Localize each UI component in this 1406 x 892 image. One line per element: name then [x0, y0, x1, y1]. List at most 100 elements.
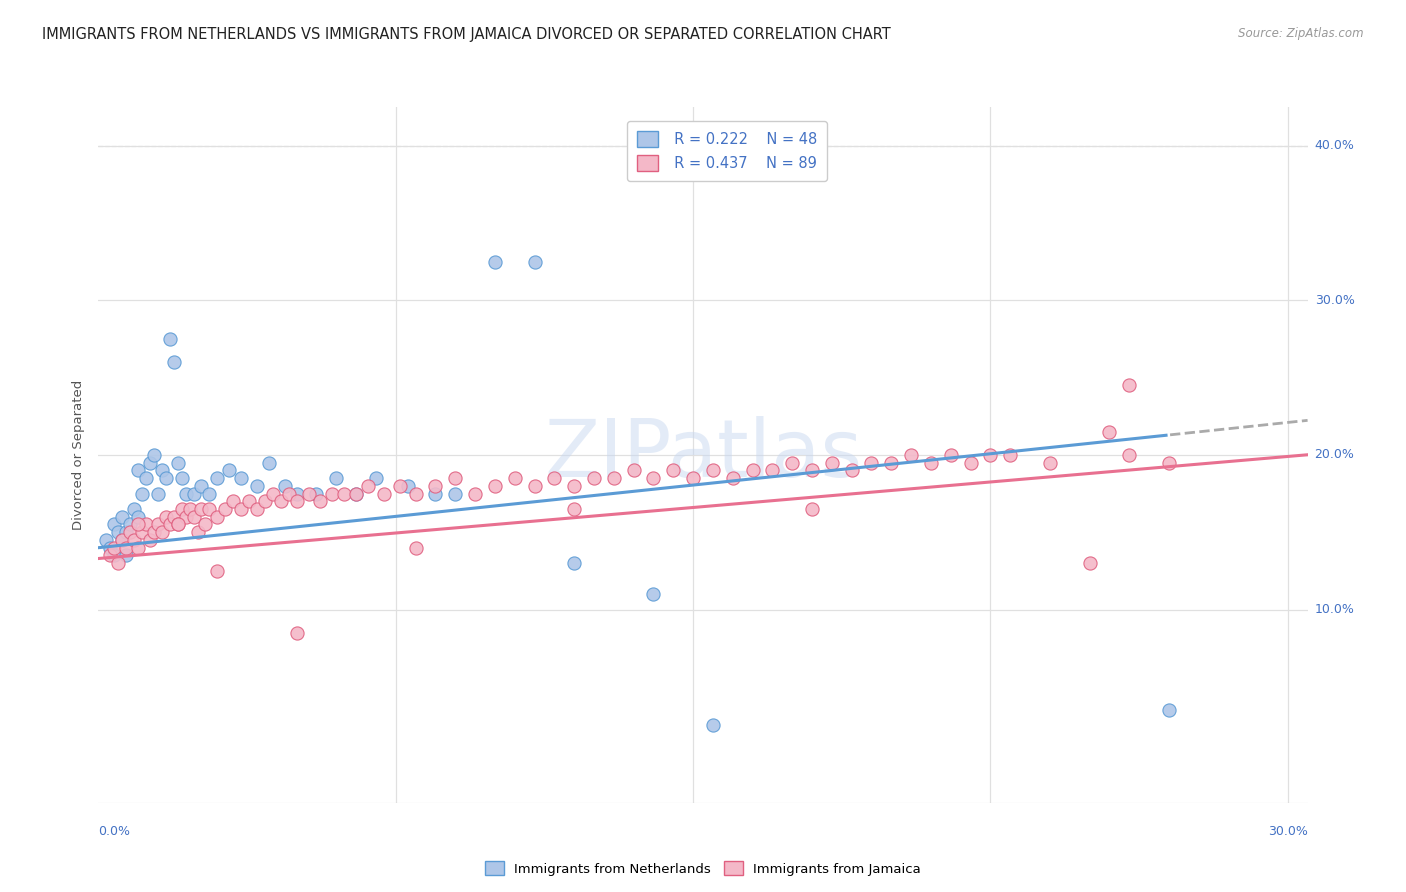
Point — [111, 533, 134, 547]
Point — [146, 486, 169, 500]
Point — [159, 332, 181, 346]
Point — [444, 486, 467, 500]
Point — [1157, 456, 1180, 470]
Legend: Immigrants from Netherlands, Immigrants from Jamaica: Immigrants from Netherlands, Immigrants … — [479, 856, 927, 881]
Point — [939, 448, 962, 462]
Point — [170, 502, 193, 516]
Point — [163, 355, 186, 369]
Point — [321, 486, 343, 500]
Point — [150, 525, 173, 540]
Point — [155, 509, 177, 524]
Point — [1118, 378, 1140, 392]
Point — [900, 448, 922, 462]
Point — [959, 456, 981, 470]
Point — [122, 502, 145, 516]
Point — [761, 463, 783, 477]
Point — [841, 463, 863, 477]
Point — [115, 541, 138, 555]
Point — [120, 517, 142, 532]
Point — [170, 471, 193, 485]
Point — [444, 471, 467, 485]
Text: 30.0%: 30.0% — [1268, 825, 1308, 838]
Point — [277, 486, 299, 500]
Point — [503, 471, 526, 485]
Point — [246, 502, 269, 516]
Point — [562, 479, 585, 493]
Point — [274, 479, 297, 493]
Point — [425, 486, 447, 500]
Point — [1039, 456, 1062, 470]
Point — [801, 463, 824, 477]
Point — [702, 463, 724, 477]
Point — [150, 463, 173, 477]
Point — [405, 541, 427, 555]
Point — [231, 471, 253, 485]
Point — [333, 486, 356, 500]
Point — [174, 486, 197, 500]
Point — [582, 471, 605, 485]
Point — [721, 471, 744, 485]
Point — [270, 494, 292, 508]
Point — [222, 494, 245, 508]
Point — [111, 533, 134, 547]
Point — [309, 494, 332, 508]
Point — [146, 517, 169, 532]
Point — [186, 525, 208, 540]
Point — [285, 494, 308, 508]
Point — [127, 517, 149, 532]
Point — [163, 509, 186, 524]
Point — [111, 509, 134, 524]
Text: Source: ZipAtlas.com: Source: ZipAtlas.com — [1239, 27, 1364, 40]
Point — [1000, 448, 1022, 462]
Point — [207, 471, 229, 485]
Point — [325, 471, 347, 485]
Point — [127, 463, 149, 477]
Point — [741, 463, 763, 477]
Point — [801, 502, 824, 516]
Point — [166, 517, 188, 532]
Text: 30.0%: 30.0% — [1315, 293, 1354, 307]
Point — [190, 479, 212, 493]
Point — [174, 509, 197, 524]
Point — [107, 556, 129, 570]
Point — [120, 525, 142, 540]
Point — [131, 486, 153, 500]
Point — [231, 502, 253, 516]
Text: 40.0%: 40.0% — [1315, 139, 1354, 153]
Point — [218, 463, 240, 477]
Point — [623, 463, 645, 477]
Point — [246, 479, 269, 493]
Point — [562, 556, 585, 570]
Point — [262, 486, 284, 500]
Point — [880, 456, 903, 470]
Point — [297, 486, 319, 500]
Point — [920, 456, 942, 470]
Point — [821, 456, 844, 470]
Point — [373, 486, 395, 500]
Point — [207, 509, 229, 524]
Point — [523, 479, 546, 493]
Point — [96, 533, 118, 547]
Point — [405, 486, 427, 500]
Point — [364, 471, 387, 485]
Point — [238, 494, 260, 508]
Point — [484, 479, 506, 493]
Text: 10.0%: 10.0% — [1315, 603, 1354, 616]
Point — [388, 479, 411, 493]
Point — [214, 502, 236, 516]
Point — [155, 471, 177, 485]
Point — [979, 448, 1001, 462]
Point — [257, 456, 280, 470]
Point — [357, 479, 380, 493]
Point — [425, 479, 447, 493]
Point — [207, 564, 229, 578]
Point — [142, 525, 165, 540]
Text: ZIPatlas: ZIPatlas — [544, 416, 862, 494]
Point — [860, 456, 883, 470]
Point — [127, 541, 149, 555]
Point — [115, 549, 138, 563]
Point — [562, 502, 585, 516]
Point — [107, 525, 129, 540]
Point — [122, 533, 145, 547]
Point — [464, 486, 486, 500]
